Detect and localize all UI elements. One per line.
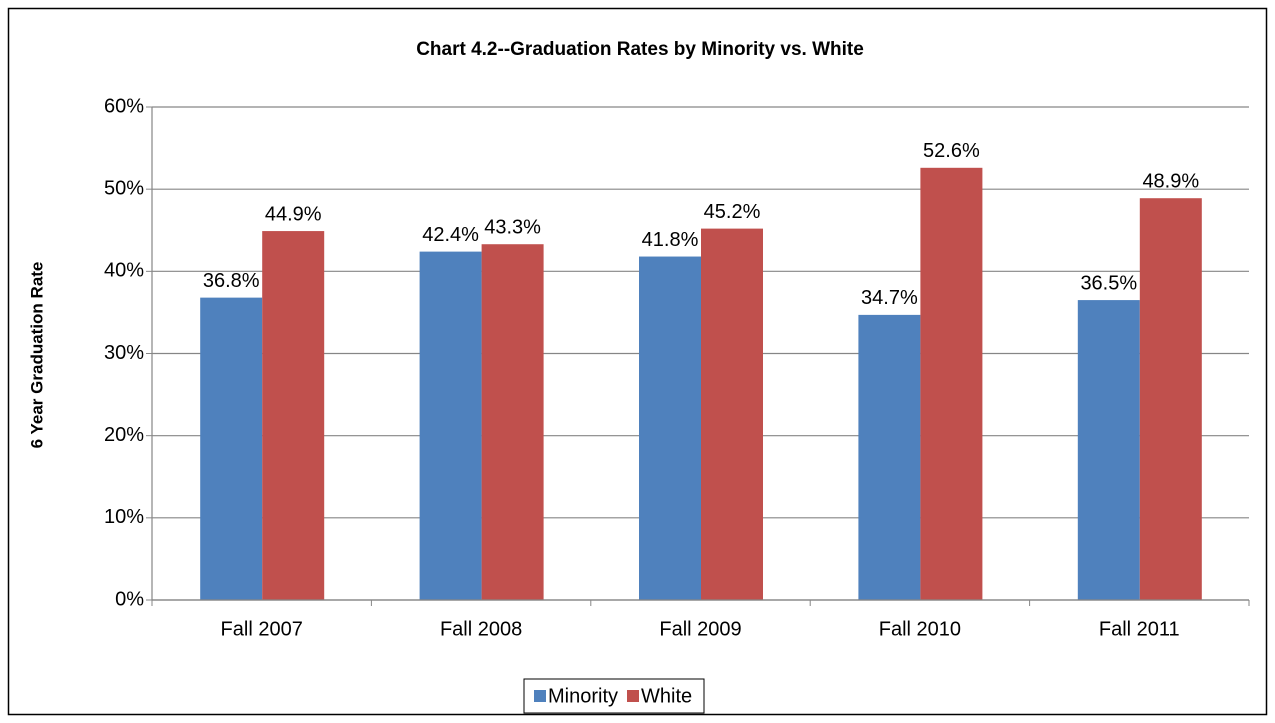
y-tick-label: 30% (104, 342, 144, 364)
chart-title: Chart 4.2--Graduation Rates by Minority … (416, 39, 864, 60)
x-tick-label: Fall 2007 (221, 618, 303, 640)
legend-label: Minority (548, 685, 618, 707)
y-tick-label: 0% (115, 588, 144, 610)
y-tick-label: 60% (104, 95, 144, 117)
bar (1077, 300, 1140, 600)
bar (639, 256, 701, 600)
bar (481, 244, 544, 601)
bar (858, 314, 921, 600)
data-label: 42.4% (422, 224, 479, 246)
data-label: 44.9% (265, 203, 322, 225)
legend-swatch (534, 690, 546, 702)
y-tick-label: 10% (104, 506, 144, 528)
data-label: 41.8% (642, 229, 699, 251)
bar (1139, 198, 1202, 600)
bar (920, 167, 983, 600)
legend-swatch (627, 690, 639, 702)
bar (200, 297, 263, 600)
y-tick-label: 20% (104, 424, 144, 446)
data-label: 45.2% (704, 201, 761, 223)
y-axis-label: 6 Year Graduation Rate (27, 262, 46, 449)
x-tick-label: Fall 2008 (440, 618, 522, 640)
data-label: 43.3% (484, 216, 541, 238)
data-label: 52.6% (923, 140, 980, 162)
x-tick-label: Fall 2011 (1099, 618, 1180, 640)
data-label: 36.8% (203, 270, 260, 292)
y-tick-label: 40% (104, 260, 144, 282)
bar (701, 228, 763, 600)
x-tick-label: Fall 2009 (659, 618, 741, 640)
legend-box (523, 678, 705, 714)
bar (419, 251, 482, 600)
data-label: 36.5% (1080, 272, 1137, 294)
data-label: 48.9% (1142, 170, 1199, 192)
y-tick-label: 50% (104, 177, 144, 199)
data-label: 34.7% (861, 287, 918, 309)
legend-label: White (641, 685, 692, 707)
bar (262, 231, 325, 601)
x-tick-label: Fall 2010 (879, 618, 961, 640)
